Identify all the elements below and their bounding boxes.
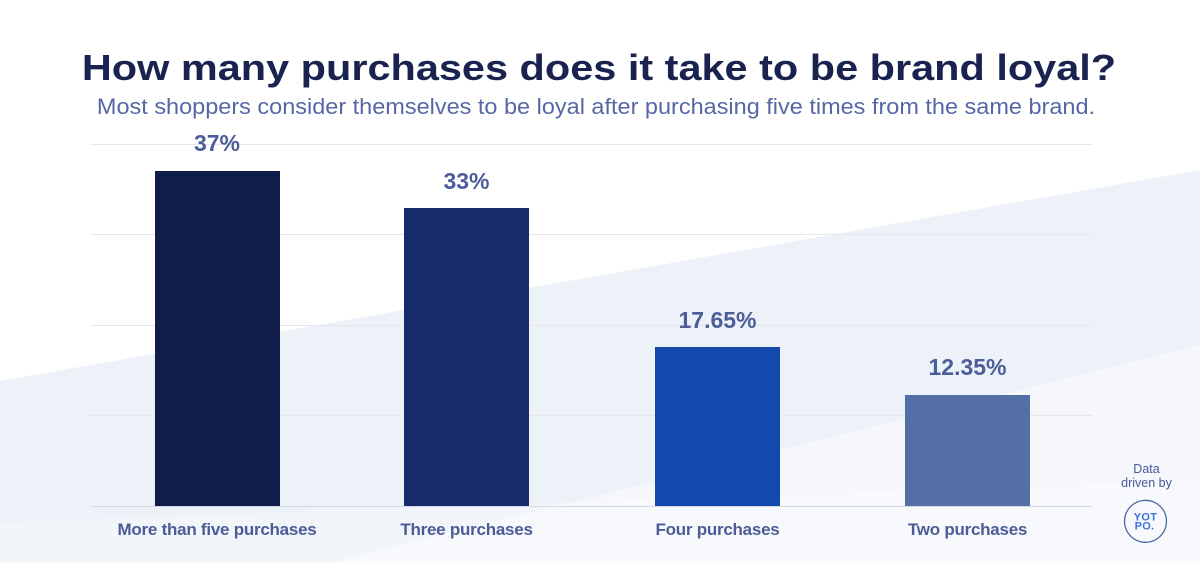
svg-text:PO.: PO. (1135, 521, 1155, 533)
svg-text:YOT: YOT (1134, 512, 1158, 524)
